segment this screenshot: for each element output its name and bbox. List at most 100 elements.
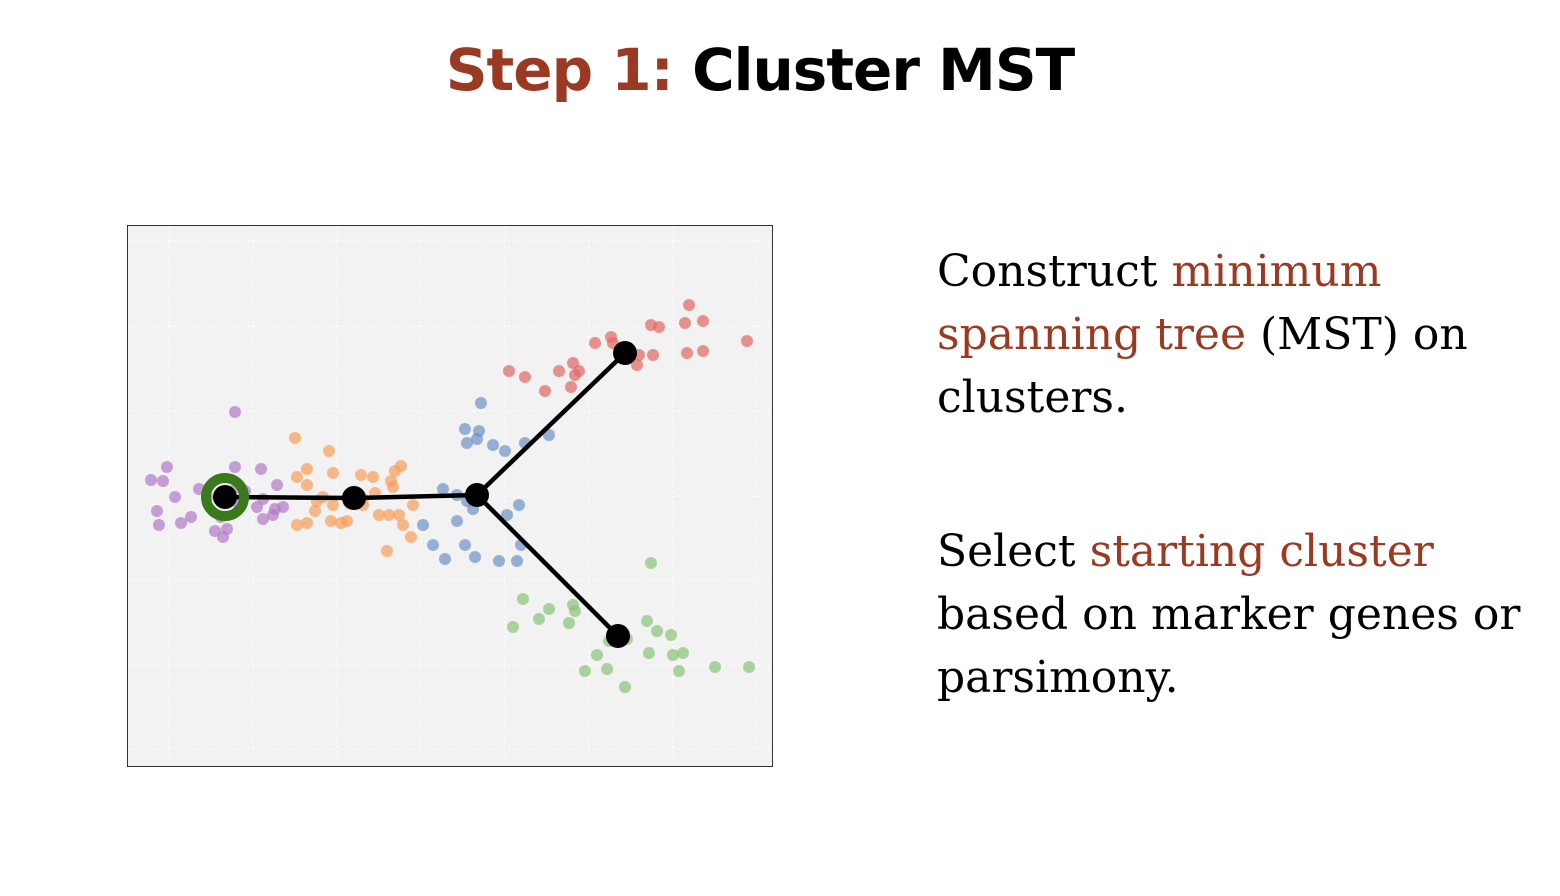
point-orange xyxy=(327,499,339,511)
point-green xyxy=(667,649,679,661)
point-orange xyxy=(309,505,321,517)
point-green xyxy=(543,603,555,615)
point-orange xyxy=(407,499,419,511)
point-green xyxy=(591,649,603,661)
point-purple xyxy=(169,491,181,503)
point-orange xyxy=(325,515,337,527)
slide-title: Step 1: Cluster MST xyxy=(0,32,1520,108)
point-blue xyxy=(487,439,499,451)
point-orange xyxy=(289,432,301,444)
point-green xyxy=(533,613,545,625)
point-purple xyxy=(277,501,289,513)
point-green xyxy=(579,665,591,677)
point-red xyxy=(589,337,601,349)
p2-post: based on marker genes or parsimony. xyxy=(937,589,1520,703)
point-blue xyxy=(475,397,487,409)
point-blue xyxy=(417,519,429,531)
point-purple xyxy=(209,525,221,537)
point-green xyxy=(507,621,519,633)
point-green xyxy=(601,663,613,675)
point-red xyxy=(503,365,515,377)
point-orange xyxy=(395,460,407,472)
point-orange xyxy=(405,531,417,543)
point-orange xyxy=(387,481,399,493)
point-blue xyxy=(459,423,471,435)
point-purple xyxy=(271,479,283,491)
point-blue xyxy=(493,555,505,567)
point-red xyxy=(653,321,665,333)
p1-pre: Construct xyxy=(937,246,1171,297)
title-main: Cluster MST xyxy=(692,36,1074,104)
point-orange xyxy=(291,519,303,531)
point-purple xyxy=(175,517,187,529)
point-purple xyxy=(153,519,165,531)
point-blue xyxy=(471,433,483,445)
point-red xyxy=(683,299,695,311)
point-purple xyxy=(151,505,163,517)
point-orange xyxy=(397,519,409,531)
point-orange xyxy=(327,467,339,479)
title-step: Step 1: xyxy=(446,36,673,104)
point-blue xyxy=(511,555,523,567)
point-green xyxy=(677,647,689,659)
point-blue xyxy=(427,539,439,551)
description-paragraph-2: Select starting cluster based on marker … xyxy=(937,520,1537,709)
point-red xyxy=(697,315,709,327)
point-orange xyxy=(335,517,347,529)
point-blue xyxy=(459,539,471,551)
point-green xyxy=(743,661,755,673)
point-red xyxy=(741,335,753,347)
point-orange xyxy=(367,471,379,483)
point-orange xyxy=(301,517,313,529)
point-purple xyxy=(267,509,279,521)
point-red xyxy=(539,385,551,397)
point-orange xyxy=(291,471,303,483)
point-orange xyxy=(323,445,335,457)
plot-svg xyxy=(127,225,773,767)
point-blue xyxy=(451,515,463,527)
p2-highlight: starting cluster xyxy=(1090,526,1434,577)
point-blue xyxy=(499,445,511,457)
point-purple xyxy=(229,406,241,418)
point-blue xyxy=(437,483,449,495)
point-green xyxy=(569,605,581,617)
mst-scatter-plot xyxy=(127,225,773,767)
point-purple xyxy=(161,461,173,473)
point-red xyxy=(697,345,709,357)
point-orange xyxy=(301,463,313,475)
point-green xyxy=(563,617,575,629)
point-green xyxy=(643,647,655,659)
point-purple xyxy=(255,463,267,475)
point-green xyxy=(619,681,631,693)
p2-pre: Select xyxy=(937,526,1090,577)
point-red xyxy=(647,349,659,361)
point-green xyxy=(641,615,653,627)
mst-node-red xyxy=(613,341,637,365)
point-green xyxy=(517,593,529,605)
point-green xyxy=(645,557,657,569)
mst-node-orange xyxy=(342,486,366,510)
point-red xyxy=(569,369,581,381)
point-green xyxy=(665,629,677,641)
mst-node-purple xyxy=(213,485,237,509)
point-orange xyxy=(301,479,313,491)
point-blue xyxy=(469,551,481,563)
point-purple xyxy=(185,511,197,523)
point-red xyxy=(519,371,531,383)
point-red xyxy=(553,365,565,377)
point-red xyxy=(565,381,577,393)
point-red xyxy=(681,347,693,359)
description-paragraph-1: Construct minimum spanning tree (MST) on… xyxy=(937,240,1537,429)
point-green xyxy=(673,665,685,677)
point-purple xyxy=(145,474,157,486)
point-purple xyxy=(229,461,241,473)
point-orange xyxy=(381,545,393,557)
point-green xyxy=(651,625,663,637)
point-red xyxy=(679,317,691,329)
mst-edge-orange-blue xyxy=(354,495,477,498)
point-orange xyxy=(355,469,367,481)
point-blue xyxy=(439,553,451,565)
mst-node-green xyxy=(606,624,630,648)
mst-node-blue xyxy=(465,483,489,507)
